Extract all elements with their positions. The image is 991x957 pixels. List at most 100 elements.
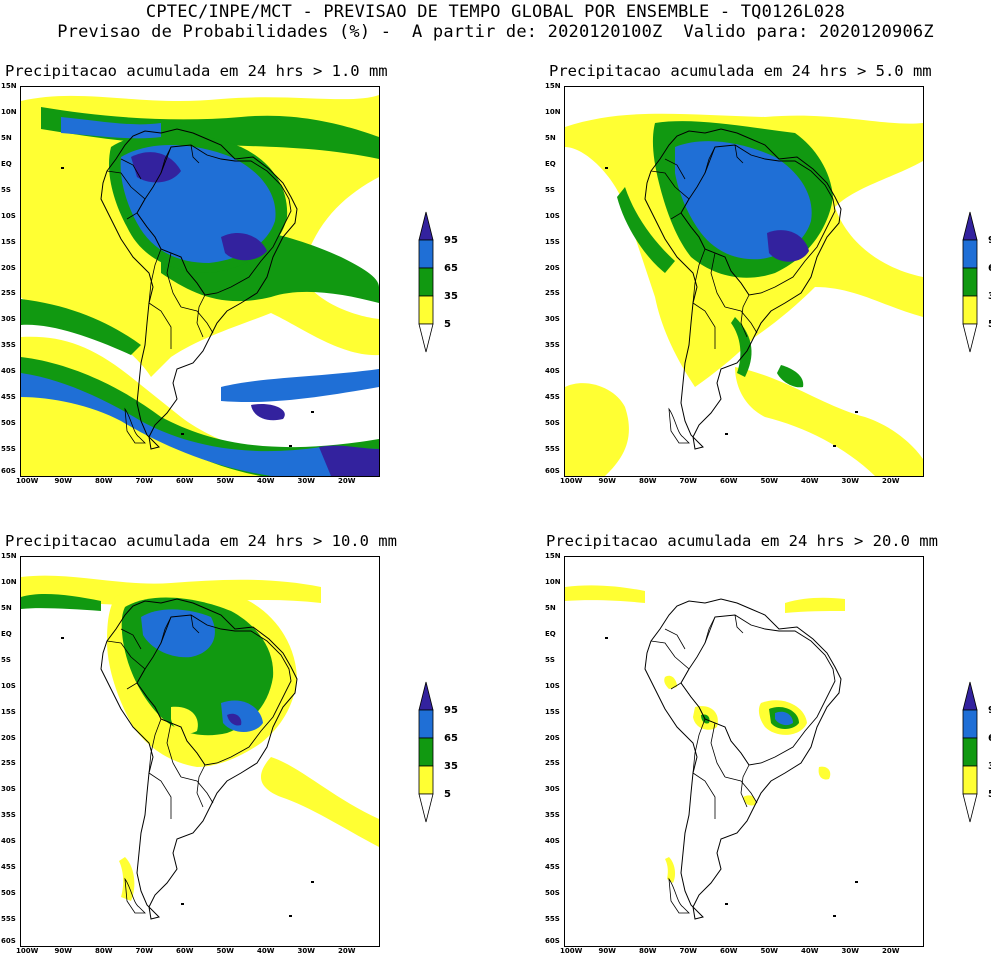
lat-tick-label: 30S (545, 315, 560, 324)
lat-tick-label: 40S (1, 837, 16, 846)
legend-swatch-5 (962, 295, 978, 325)
lon-tick-label: 80W (95, 947, 113, 955)
country-border (148, 302, 172, 349)
lat-tick-label: 15N (545, 552, 561, 560)
lat-tick-label: 20S (1, 263, 16, 272)
lon-tick-label: 100W (16, 947, 39, 955)
legend-swatch-95 (418, 681, 434, 711)
coastline (124, 407, 146, 444)
lon-tick-label: 30W (841, 477, 859, 485)
lat-tick-label: 60S (545, 467, 560, 475)
lat-tick-label: 5N (1, 603, 12, 612)
panel-title: Precipitacao acumulada em 24 hrs > 5.0 m… (549, 62, 932, 80)
lat-tick-label: 25S (545, 289, 560, 298)
lon-tick-label: 70W (679, 477, 697, 485)
legend-swatch-95 (962, 211, 978, 241)
lat-tick-label: 50S (545, 419, 560, 428)
country-border (106, 170, 132, 188)
probability-field (21, 95, 379, 476)
coastline (668, 407, 690, 444)
lat-tick-label: 15N (545, 82, 561, 90)
lat-tick-label: 55S (1, 445, 16, 454)
lat-tick-label: 50S (1, 419, 16, 428)
country-border (148, 772, 172, 819)
coastline (100, 598, 298, 920)
country-border (680, 212, 716, 254)
country-border (196, 294, 206, 338)
country-border (170, 722, 206, 766)
lat-tick-label: 25S (545, 759, 560, 768)
lon-tick-label: 100W (560, 947, 583, 955)
country-border (704, 616, 716, 644)
legend-level-label: 65 (444, 733, 458, 744)
legend-level-label: 5 (444, 319, 451, 330)
lat-tick-label: 45S (1, 393, 16, 402)
legend-swatch-35 (418, 267, 434, 297)
island (61, 167, 64, 169)
legend-level-label: 95 (988, 705, 991, 716)
legend-swatch-65 (962, 239, 978, 269)
country-border (664, 158, 686, 180)
probability-map (20, 86, 380, 477)
legend-level-label: 65 (988, 263, 991, 274)
lat-tick-label: 40S (1, 367, 16, 376)
legend-swatch-none (962, 323, 978, 353)
panel-title: Precipitacao acumulada em 24 hrs > 10.0 … (5, 532, 397, 550)
country-border (680, 682, 716, 724)
lat-tick-label: 45S (545, 393, 560, 402)
probability-map (564, 556, 924, 947)
country-border (126, 186, 146, 220)
legend-level-label: 35 (444, 761, 458, 772)
lon-tick-label: 100W (16, 477, 39, 485)
country-border (710, 722, 726, 778)
lon-tick-label: 90W (598, 947, 616, 955)
lat-tick-label: EQ (545, 159, 556, 168)
island (289, 915, 292, 917)
lat-tick-label: 15N (1, 82, 17, 90)
island (833, 915, 836, 917)
map-canvas (21, 95, 379, 476)
legend-swatch-35 (962, 737, 978, 767)
lat-tick-label: 15S (1, 707, 16, 716)
country-border (170, 252, 206, 296)
lon-tick-label: 50W (760, 947, 778, 955)
lat-tick-label: 5S (545, 185, 555, 194)
lat-tick-label: 15S (545, 707, 560, 716)
country-border (714, 252, 750, 296)
island (289, 445, 292, 447)
color-legend: 95 65 35 5 (418, 680, 458, 830)
lat-tick-label: 50S (1, 889, 16, 898)
lon-tick-label: 60W (720, 477, 738, 485)
country-border (190, 144, 200, 164)
lat-tick-label: 35S (545, 341, 560, 350)
lat-tick-label: 45S (1, 863, 16, 872)
country-border (106, 640, 132, 658)
lat-tick-label: 20S (545, 733, 560, 742)
lon-tick-label: 20W (882, 947, 900, 955)
island (725, 433, 728, 435)
probability-map (20, 556, 380, 947)
lon-tick-label: 40W (801, 477, 819, 485)
lat-tick-label: 10N (1, 577, 17, 586)
island (605, 167, 608, 169)
lat-tick-label: 5N (545, 133, 556, 142)
legend-swatch-35 (962, 267, 978, 297)
country-border (160, 616, 172, 644)
island (181, 433, 184, 435)
lon-tick-label: 30W (841, 947, 859, 955)
country-border (196, 764, 206, 808)
country-border (740, 294, 750, 338)
legend-level-label: 95 (444, 235, 458, 246)
lat-tick-label: EQ (545, 629, 556, 638)
lat-tick-label: 20S (1, 733, 16, 742)
figure-title: CPTEC/INPE/MCT - PREVISAO DE TEMPO GLOBA… (145, 2, 846, 22)
country-border (692, 772, 716, 819)
country-border (166, 722, 182, 778)
map-canvas (21, 575, 379, 920)
country-border (670, 186, 690, 220)
legend-swatch-5 (418, 295, 434, 325)
map-canvas (565, 585, 858, 920)
country-border (190, 614, 200, 634)
country-border (650, 170, 676, 188)
lat-tick-label: 5S (1, 655, 11, 664)
